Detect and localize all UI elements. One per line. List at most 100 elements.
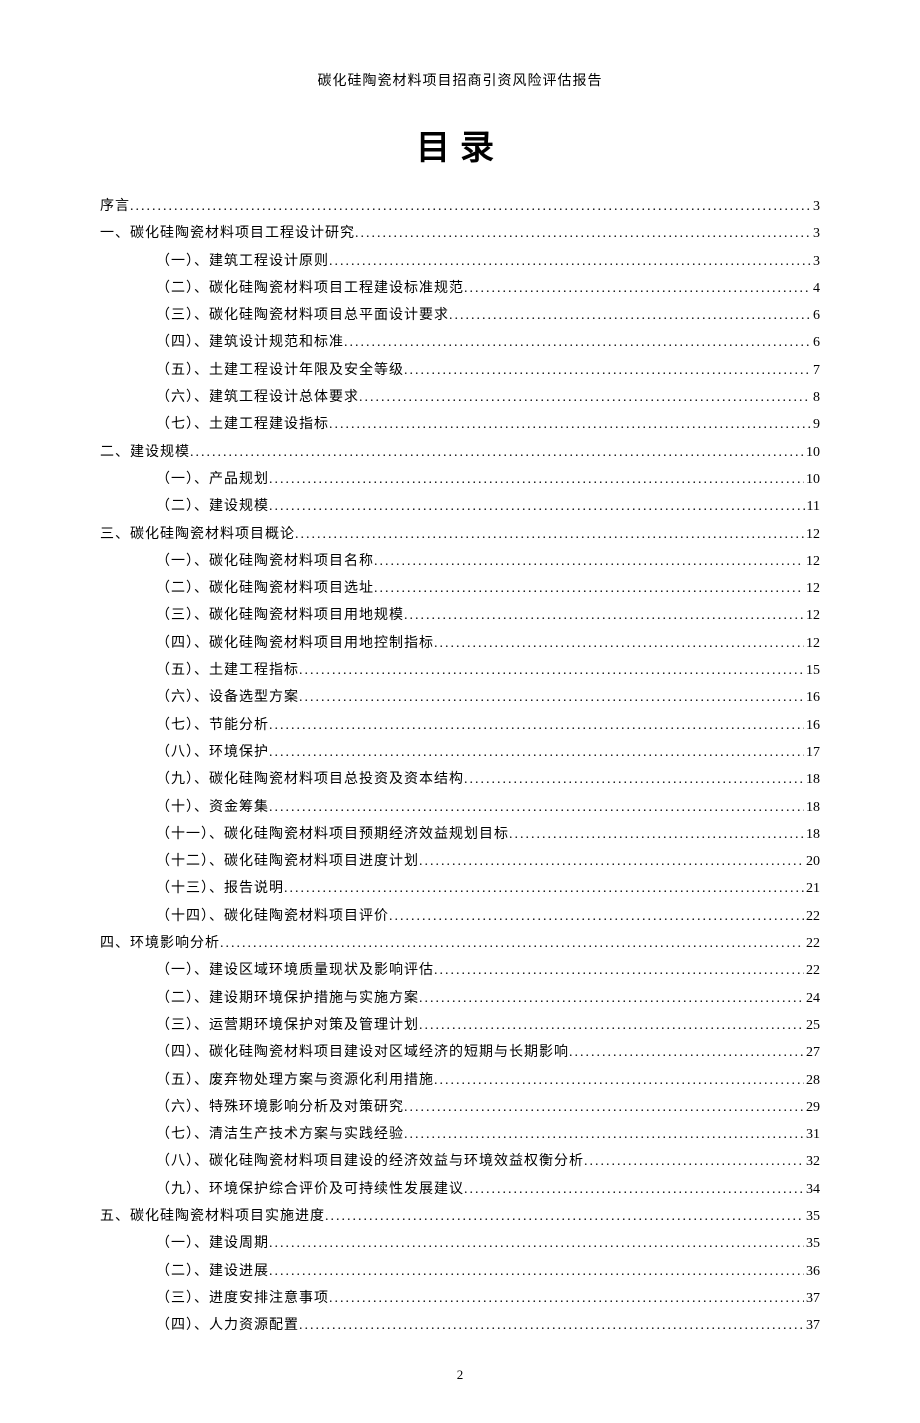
toc-entry-page: 34 [804,1176,820,1203]
toc-entry-label: （三）、碳化硅陶瓷材料项目总平面设计要求 [156,302,449,329]
toc-leader-dots [269,739,804,766]
page-header: 碳化硅陶瓷材料项目招商引资风险评估报告 [100,70,820,90]
toc-leader-dots [404,1121,804,1148]
toc-entry-page: 35 [804,1203,820,1230]
toc-entry: （五）、土建工程指标 15 [100,657,820,684]
toc-entry: （十三）、报告说明 21 [100,875,820,902]
toc-entry: （二）、建设进展36 [100,1258,820,1285]
toc-entry: （八）、环境保护17 [100,739,820,766]
toc-entry-page: 15 [804,657,820,684]
toc-entry-page: 22 [804,930,820,957]
toc-entry-label: （九）、碳化硅陶瓷材料项目总投资及资本结构 [156,766,464,793]
toc-entry: （四）、人力资源配置 37 [100,1312,820,1339]
toc-entry-label: （十一）、碳化硅陶瓷材料项目预期经济效益规划目标 [156,821,509,848]
toc-leader-dots [284,875,804,902]
toc-entry: （一）、建设周期35 [100,1230,820,1257]
toc-leader-dots [434,630,804,657]
toc-leader-dots [419,1012,804,1039]
toc-entry-page: 18 [804,821,820,848]
toc-entry-page: 27 [804,1039,820,1066]
toc-leader-dots [404,1094,804,1121]
toc-entry-page: 31 [804,1121,820,1148]
toc-leader-dots [299,1312,804,1339]
toc-entry-label: （二）、碳化硅陶瓷材料项目选址 [156,575,374,602]
toc-entry-page: 8 [811,384,820,411]
toc-leader-dots [269,794,804,821]
toc-entry-page: 12 [804,548,820,575]
toc-entry-label: （四）、人力资源配置 [156,1312,299,1339]
toc-entry-page: 20 [804,848,820,875]
toc-entry: （十）、资金筹集 18 [100,794,820,821]
toc-entry: （四）、碳化硅陶瓷材料项目建设对区域经济的短期与长期影响27 [100,1039,820,1066]
toc-leader-dots [389,903,804,930]
toc-leader-dots [419,848,804,875]
toc-entry: （七）、清洁生产技术方案与实践经验31 [100,1121,820,1148]
toc-leader-dots [404,602,804,629]
toc-entry-page: 37 [804,1312,820,1339]
toc-entry-label: （六）、设备选型方案 [156,684,299,711]
toc-entry-label: （十三）、报告说明 [156,875,284,902]
toc-entry-label: （七）、节能分析 [156,712,269,739]
toc-entry: 三、碳化硅陶瓷材料项目概论12 [100,521,820,548]
document-page: 碳化硅陶瓷材料项目招商引资风险评估报告 目录 序言3一、碳化硅陶瓷材料项目工程设… [0,0,920,1423]
toc-entry-page: 3 [811,220,820,247]
toc-entry-label: （一）、建设周期 [156,1230,269,1257]
toc-entry: （一）、建设区域环境质量现状及影响评估 22 [100,957,820,984]
toc-entry-page: 12 [804,602,820,629]
toc-entry-page: 21 [804,875,820,902]
toc-leader-dots [269,466,804,493]
toc-entry: 序言 3 [100,193,820,220]
toc-leader-dots [299,684,804,711]
toc-entry-label: （三）、碳化硅陶瓷材料项目用地规模 [156,602,404,629]
toc-leader-dots [269,712,804,739]
toc-entry-label: （一）、产品规划 [156,466,269,493]
toc-entry-label: （五）、废弃物处理方案与资源化利用措施 [156,1067,434,1094]
toc-entry-page: 18 [804,794,820,821]
toc-entry-label: 序言 [100,193,130,220]
toc-entry: （八）、碳化硅陶瓷材料项目建设的经济效益与环境效益权衡分析32 [100,1148,820,1175]
toc-entry-label: （六）、建筑工程设计总体要求 [156,384,359,411]
toc-entry-label: （五）、土建工程指标 [156,657,299,684]
toc-entry: （四）、碳化硅陶瓷材料项目用地控制指标12 [100,630,820,657]
toc-entry-page: 3 [811,193,820,220]
toc-entry-label: （八）、环境保护 [156,739,269,766]
toc-entry: （六）、特殊环境影响分析及对策研究29 [100,1094,820,1121]
toc-entry: （七）、节能分析 16 [100,712,820,739]
toc-entry: （二）、建设规模 11 [100,493,820,520]
toc-entry: （三）、进度安排注意事项37 [100,1285,820,1312]
toc-entry-label: 四、环境影响分析 [100,930,220,957]
toc-entry-label: （一）、建设区域环境质量现状及影响评估 [156,957,434,984]
toc-entry-page: 11 [805,493,820,520]
toc-entry-page: 16 [804,712,820,739]
toc-entry: 五、碳化硅陶瓷材料项目实施进度 35 [100,1203,820,1230]
toc-entry-page: 10 [804,439,820,466]
toc-entry-page: 3 [811,248,820,275]
toc-leader-dots [295,521,804,548]
toc-entry: （一）、建筑工程设计原则3 [100,248,820,275]
toc-leader-dots [130,193,811,220]
toc-leader-dots [299,657,804,684]
toc-entry: （九）、环境保护综合评价及可持续性发展建议34 [100,1176,820,1203]
toc-leader-dots [419,985,804,1012]
toc-entry-page: 10 [804,466,820,493]
toc-entry-page: 32 [804,1148,820,1175]
toc-entry-page: 6 [811,302,820,329]
toc-entry-page: 16 [804,684,820,711]
toc-entry: （一）、产品规划 10 [100,466,820,493]
toc-entry-label: 五、碳化硅陶瓷材料项目实施进度 [100,1203,325,1230]
toc-entry-page: 18 [804,766,820,793]
toc-leader-dots [220,930,804,957]
toc-leader-dots [355,220,811,247]
toc-title: 目录 [100,120,820,169]
toc-leader-dots [509,821,804,848]
toc-entry: （三）、运营期环境保护对策及管理计划25 [100,1012,820,1039]
toc-leader-dots [404,357,811,384]
toc-entry-label: （二）、建设进展 [156,1258,269,1285]
toc-entry: （三）、碳化硅陶瓷材料项目用地规模 12 [100,602,820,629]
toc-entry-page: 6 [811,329,820,356]
toc-entry-label: （十）、资金筹集 [156,794,269,821]
toc-entry-label: （三）、运营期环境保护对策及管理计划 [156,1012,419,1039]
toc-entry-page: 22 [804,957,820,984]
toc-entry-label: （二）、建设规模 [156,493,269,520]
toc-entry: （六）、设备选型方案 16 [100,684,820,711]
